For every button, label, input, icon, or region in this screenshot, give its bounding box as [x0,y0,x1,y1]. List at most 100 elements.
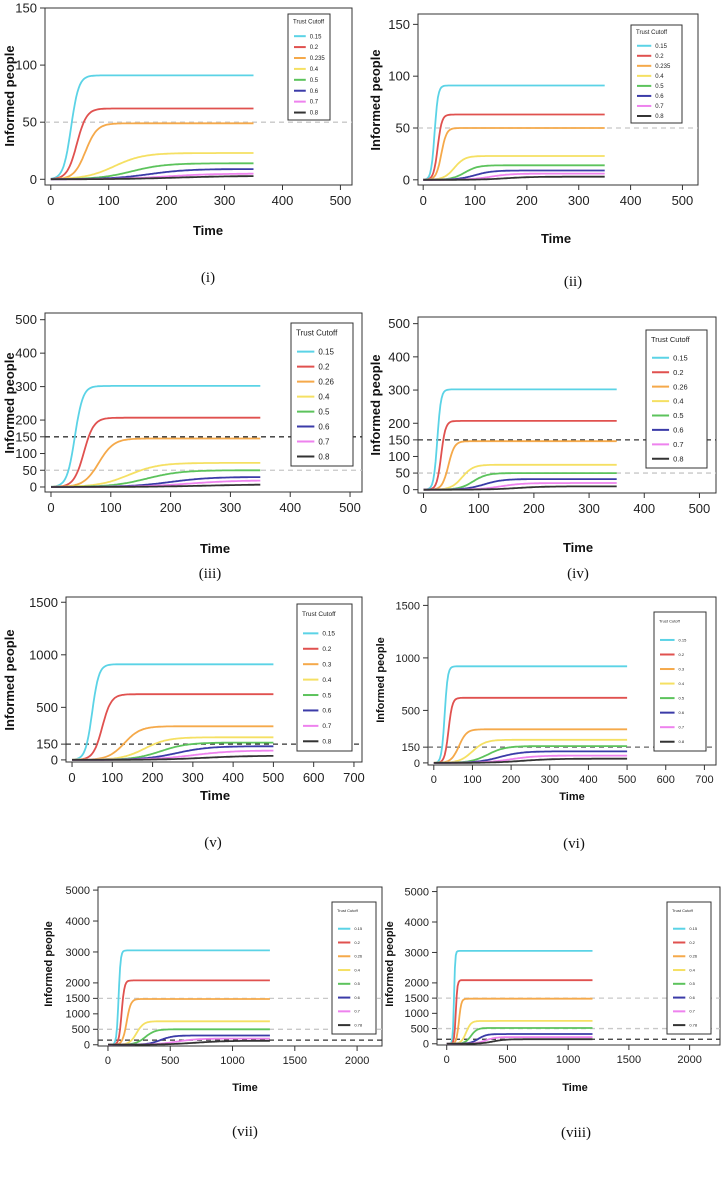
x-tick-label: 500 [263,770,285,785]
series-line-0.235 [423,127,605,181]
legend-label: 0.4 [689,967,695,972]
series-line-0.8 [50,175,254,181]
y-tick-label: 500 [36,700,58,715]
series-line-0.4 [446,1020,593,1045]
series-line-0.78 [446,1038,593,1045]
series-line-0.2 [108,979,270,1046]
x-axis-label: Time [193,223,223,238]
y-tick-label: 0 [403,482,410,497]
legend-label: 0.7 [679,725,685,730]
chart-panel-7: 0 500 1000 1500 2000 0 500 1000 1500 2000 3000 4000… [43,885,383,1140]
legend-label: 0.2 [318,362,330,371]
y-tick-label: 5000 [405,886,429,898]
panel-caption: (iv) [567,566,589,582]
y-tick-label: 100 [388,69,410,84]
y-tick-label: 1000 [405,1008,429,1020]
legend-label: 0.6 [354,995,360,1000]
x-axis-label: Time [562,1082,587,1094]
series-line-0.26 [51,437,261,488]
legend-label: 0.15 [679,637,688,642]
y-tick-label: 100 [15,446,37,461]
series-line-0.235 [50,122,254,181]
legend-label: 0.5 [679,696,685,701]
legend-label: 0.5 [318,407,330,416]
series-line-0.2 [423,419,617,491]
legend-label: 0.6 [322,708,331,715]
panel-caption: (iii) [199,566,222,582]
legend: Trust Cutoff 0.15 0.2 0.26 0.4 0.5 0.6 0.7 0.8 [290,322,354,467]
legend-label: 0.4 [679,681,685,686]
plot-frame [65,596,363,763]
y-tick-label: 2000 [405,978,429,990]
series-line-0.3 [72,725,274,761]
y-tick-label: 1500 [405,993,429,1005]
legend-label: 0.2 [689,940,695,945]
y-axis-label: Informed people [384,921,396,1007]
y-tick-label: 500 [72,1024,90,1036]
plot-frame [427,596,717,766]
y-tick-label: 500 [402,705,420,717]
series-line-0.2 [423,113,605,181]
y-tick-label: 0 [414,758,420,770]
x-tick-label: 200 [523,501,545,516]
series-lines [423,84,605,181]
panel-caption: (v) [204,835,222,851]
series-line-0.4 [423,155,605,181]
series-line-0.15 [423,84,605,181]
x-tick-label: 600 [657,774,675,786]
x-tick-label: 400 [579,774,597,786]
x-axis-label: Time [563,540,593,555]
plot-frame [436,886,721,1046]
y-tick-label: 0 [84,1040,90,1052]
series-line-0.5 [423,164,605,181]
legend-label: 0.6 [673,426,683,435]
legend-label: 0.26 [673,382,688,391]
series-lines [71,663,274,761]
x-tick-label: 300 [541,774,559,786]
y-tick-label: 0 [51,752,58,767]
y-tick-label: 400 [15,346,37,361]
x-tick-label: 100 [463,774,481,786]
legend-label: 0.7 [310,100,319,106]
x-tick-label: 400 [279,500,301,515]
legend-title: Trust Cutoff [293,19,324,25]
legend-label: 0.4 [655,74,664,80]
x-tick-label: 100 [101,770,123,785]
x-axis-label: Time [200,788,230,803]
series-line-0.4 [108,1020,270,1046]
series-line-0.8 [51,483,261,488]
x-tick-label: 500 [689,501,711,516]
series-line-0.15 [50,74,254,180]
chart-panel-1: 0 100 200 300 400 500 0 50 100 150 Time Informed pe… [2,1,353,286]
y-tick-label: 3000 [405,947,429,959]
y-tick-label: 1500 [396,600,420,612]
series-lines [433,665,628,764]
series-line-0.5 [108,1028,270,1046]
legend-label: 0.4 [354,967,360,972]
legend-label: 0.15 [354,926,363,931]
y-tick-label: 100 [15,58,37,73]
legend-label: 0.3 [679,666,685,671]
y-tick-label: 2000 [66,978,90,990]
x-tick-label: 0 [431,774,437,786]
x-tick-label: 400 [272,193,294,208]
series-line-0.15 [71,663,274,761]
x-tick-label: 0 [444,1054,450,1066]
legend-label: 0.5 [322,692,331,699]
legend-label: 0.6 [689,995,695,1000]
legend-label: 0.4 [310,67,319,73]
x-tick-label: 200 [502,774,520,786]
series-line-0.2 [51,416,261,488]
y-axis-label: Informed people [43,921,55,1007]
x-tick-label: 300 [220,500,242,515]
y-tick-label: 100 [388,449,410,464]
chart-panel-8: 0 500 1000 1500 2000 0 500 1000 1500 2000 3000 4000… [384,886,721,1141]
x-tick-label: 300 [182,770,204,785]
legend-label: 0.8 [310,111,319,117]
x-tick-label: 100 [468,501,490,516]
legend-label: 0.8 [673,454,683,463]
y-tick-label: 150 [36,737,58,752]
legend-label: 0.26 [689,954,698,959]
y-tick-label: 500 [411,1023,429,1035]
